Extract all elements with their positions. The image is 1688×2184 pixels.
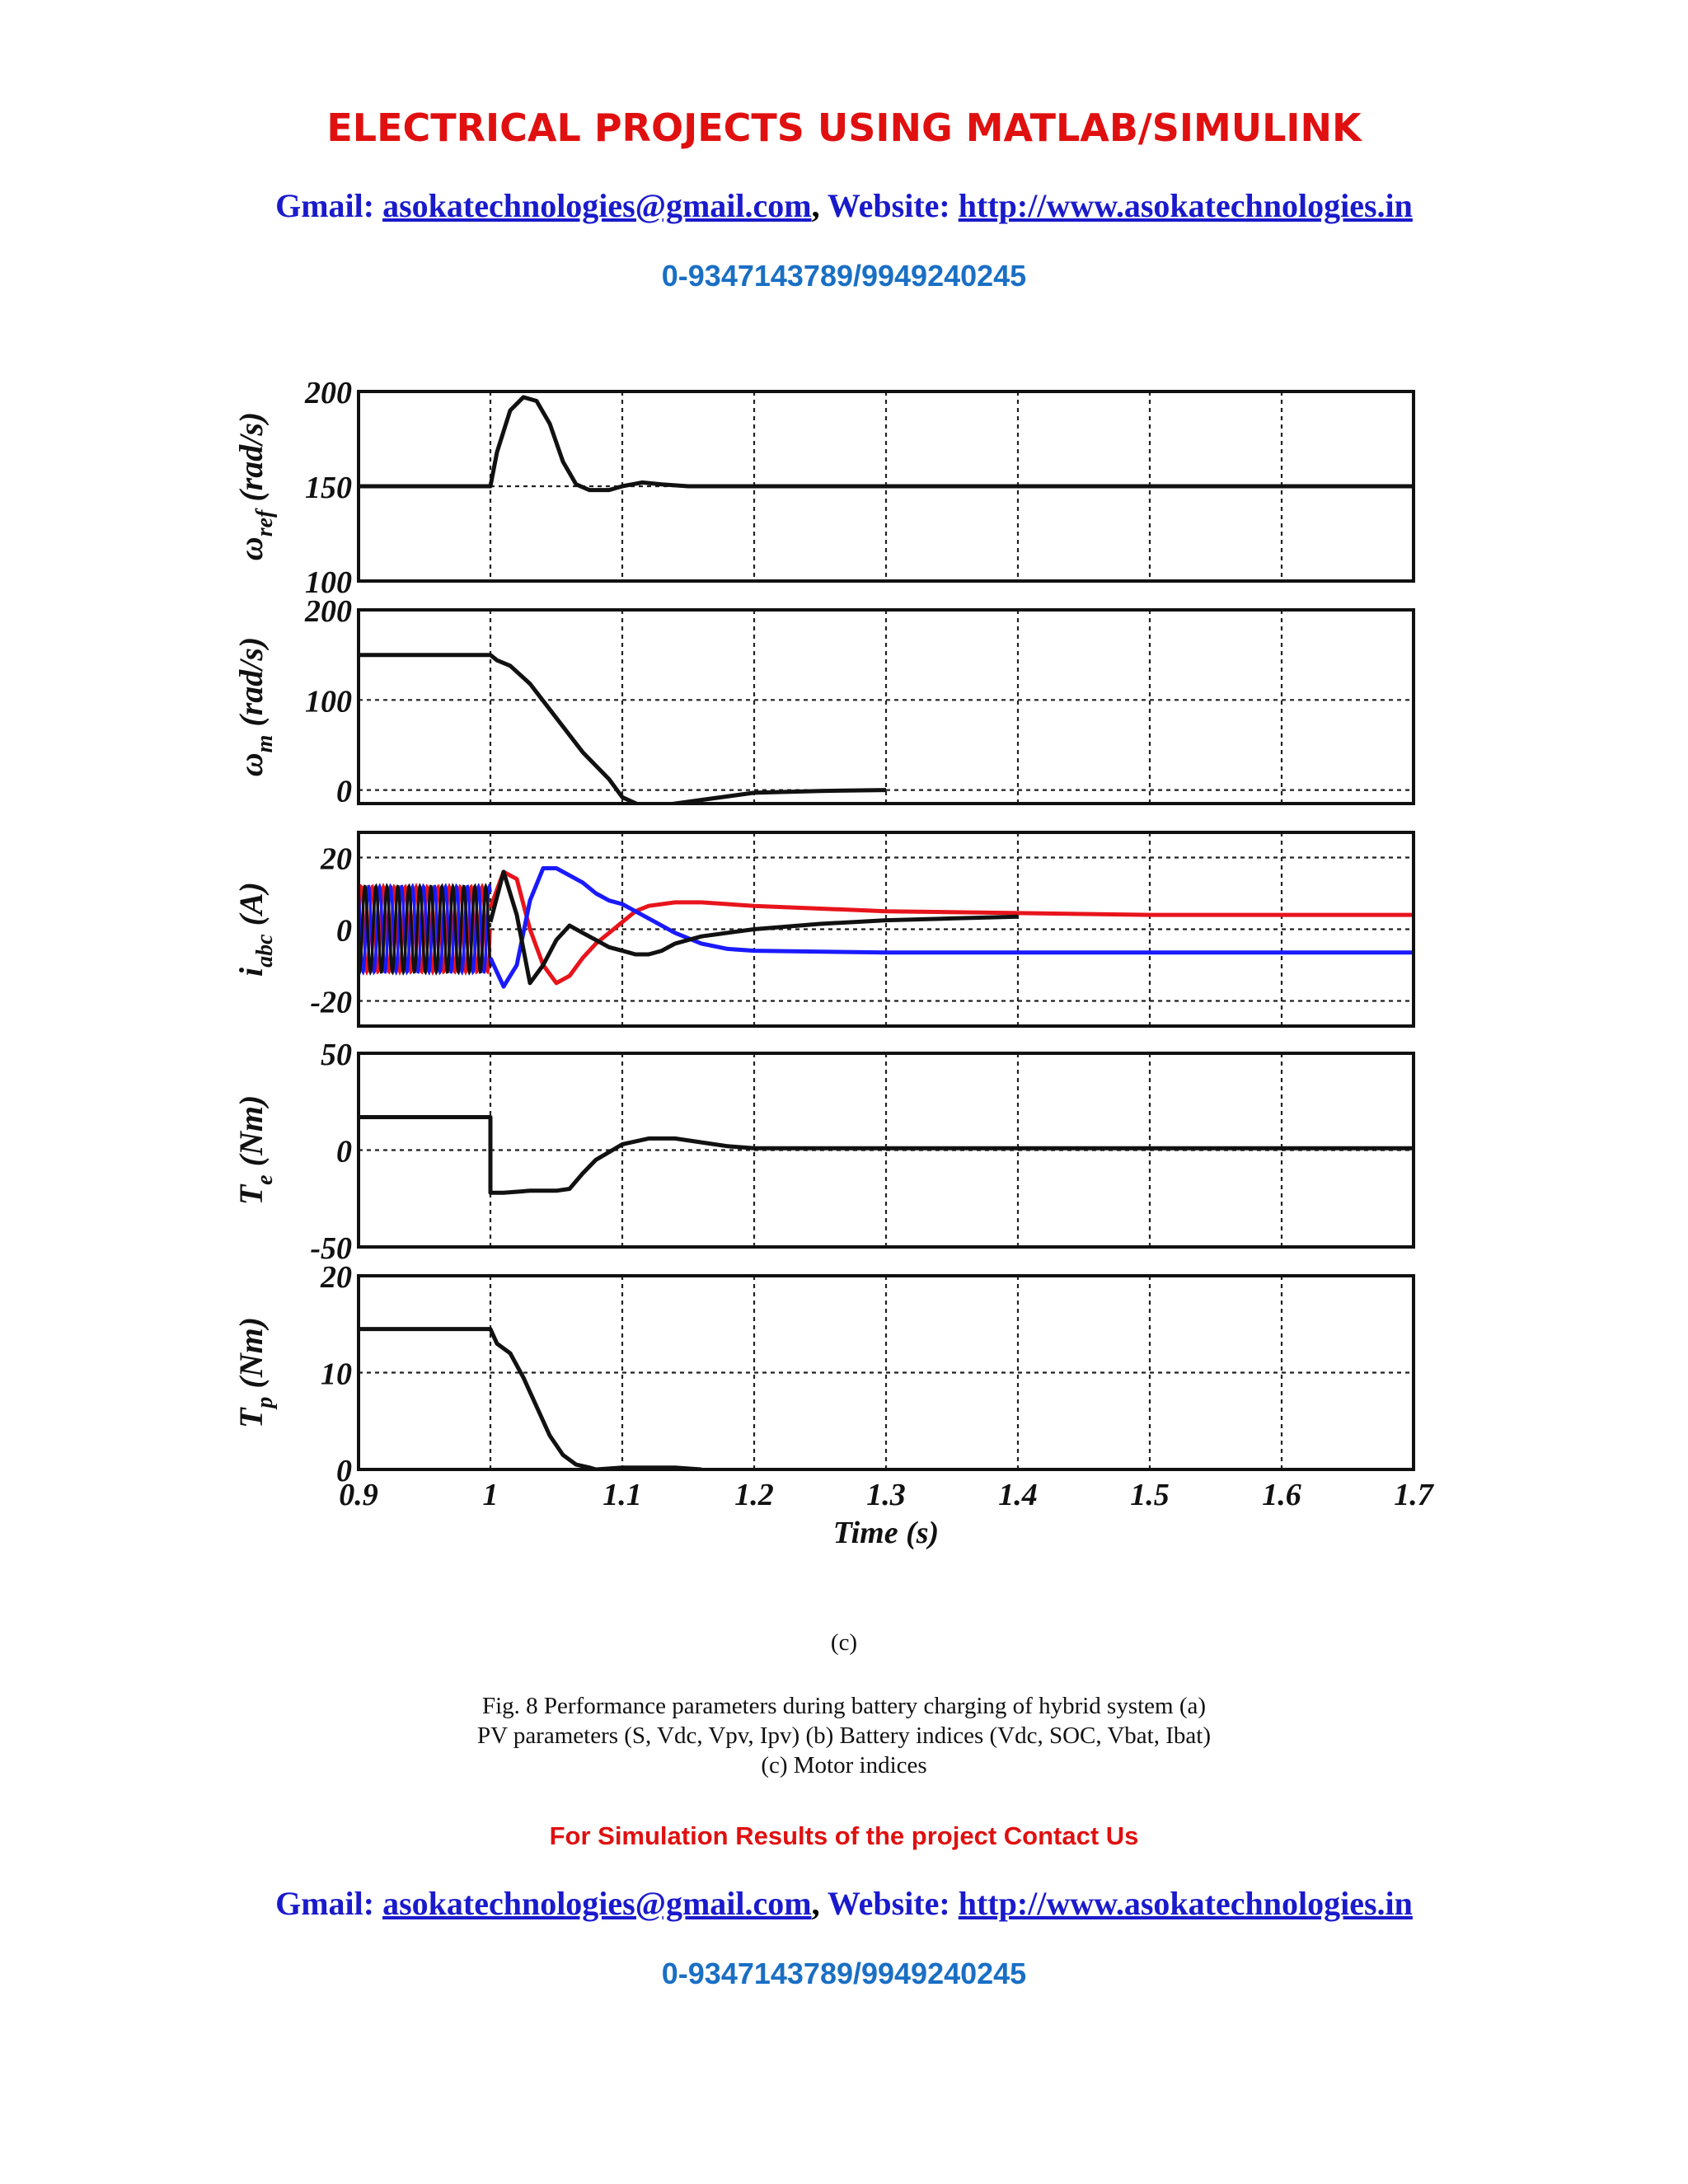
series-group [359, 395, 1414, 493]
email-link[interactable]: asokatechnologies@gmail.com [382, 1885, 812, 1922]
y-axis-label: Te (Nm) [232, 1095, 278, 1206]
x-tick-label: 0.9 [339, 1478, 378, 1512]
series-group [359, 866, 1414, 989]
y-tick-label: 200 [304, 376, 352, 410]
x-tick-label: 1.1 [603, 1478, 642, 1512]
panel-te: -50 0 50 Te (Nm) [232, 1038, 1415, 1266]
x-tick-label: 1.6 [1262, 1478, 1301, 1512]
y-label-unit: (rad/s) [232, 637, 270, 735]
oscillation-trace [359, 883, 492, 976]
y-label-unit: (Nm) [232, 1317, 270, 1397]
y-tick-label: 0 [336, 1454, 352, 1488]
y-tick-label: 0 [336, 914, 352, 949]
website-link[interactable]: http://www.asokatechnologies.in [958, 187, 1413, 224]
y-tick-label: -20 [310, 986, 352, 1020]
series-group [359, 1115, 1414, 1195]
gmail-label: Gmail: [275, 1885, 375, 1922]
email-link[interactable]: asokatechnologies@gmail.com [382, 187, 812, 224]
panel-wm: 0 100 200 ωm (rad/s) [232, 594, 1415, 809]
figure-caption: Fig. 8 Performance parameters during bat… [0, 1691, 1688, 1780]
series-line [359, 1327, 702, 1469]
y-tick-label: 50 [321, 1038, 352, 1072]
x-tick-label: 1.2 [734, 1478, 774, 1512]
contact-cta: For Simulation Results of the project Co… [549, 1821, 1139, 1850]
y-label-main: i [232, 968, 270, 977]
y-label-unit: (A) [232, 882, 270, 934]
y-label-sub: e [252, 1174, 278, 1184]
y-axis-label: ωref (rad/s) [232, 412, 278, 560]
y-tick-label: 0 [336, 775, 352, 809]
y-axis-label: iabc (A) [232, 882, 278, 977]
x-tick-label: 1.5 [1130, 1478, 1170, 1512]
y-tick-label: 10 [321, 1357, 352, 1392]
oscillation-trace [359, 882, 492, 977]
series-group [359, 653, 887, 804]
y-label-unit: (Nm) [232, 1095, 270, 1175]
series-line [488, 869, 1019, 986]
footer-phone: 0-9347143789/9949240245 [661, 1957, 1027, 1990]
website-link[interactable]: http://www.asokatechnologies.in [958, 1885, 1413, 1922]
website-label: Website: [827, 1885, 950, 1922]
y-label-main: ω [232, 752, 270, 776]
y-label-main: T [232, 1407, 270, 1428]
page-title: ELECTRICAL PROJECTS USING MATLAB/SIMULIN… [326, 105, 1362, 150]
oscillation-trace [359, 883, 492, 976]
x-tick-label: 1 [483, 1478, 499, 1512]
panel-frame [357, 1274, 1415, 1471]
y-tick-label: 0 [336, 1135, 352, 1169]
series-line [488, 869, 1414, 986]
website-label: Website: [827, 187, 950, 224]
panel-frame [357, 608, 1415, 805]
panel-frame [357, 390, 1415, 583]
y-tick-label: 150 [305, 471, 352, 505]
footer-contact-line: Gmail: asokatechnologies@gmail.com, Webs… [0, 1884, 1688, 1923]
panel-wref: 100 150 200 ωref (rad/s) [232, 376, 1415, 600]
header-contact-line: Gmail: asokatechnologies@gmail.com, Webs… [0, 186, 1688, 225]
subfigure-label: (c) [830, 1629, 858, 1656]
x-tick-label: 1.4 [998, 1478, 1038, 1512]
y-label-sub: m [252, 735, 278, 753]
y-tick-label: 20 [320, 841, 352, 876]
series-line [359, 1115, 1414, 1195]
x-axis-label: Time (s) [833, 1516, 939, 1550]
panel-frame [357, 831, 1415, 1028]
series-line [488, 866, 1414, 989]
x-tick-label: 1.3 [866, 1478, 906, 1512]
y-tick-label: -50 [310, 1231, 352, 1266]
y-axis-label: Tp (Nm) [232, 1317, 278, 1428]
series-group [359, 1327, 702, 1469]
separator: , [811, 1885, 820, 1922]
caption-line-1: Fig. 8 Performance parameters during bat… [481, 1693, 1207, 1719]
caption-line-2: PV parameters (S, Vdc, Vpv, Ipv) (b) Bat… [477, 1722, 1211, 1749]
y-tick-label: 200 [304, 594, 352, 629]
panel-frame [357, 1052, 1415, 1249]
y-label-main: ω [232, 537, 270, 560]
separator: , [811, 187, 820, 224]
header-phone: 0-9347143789/9949240245 [661, 259, 1027, 293]
series-line [359, 653, 887, 804]
panel-iabc: -20 0 20 iabc (A) [232, 831, 1415, 1028]
x-tick-label: 1.7 [1394, 1478, 1435, 1512]
caption-line-3: (c) Motor indices [761, 1752, 927, 1779]
y-axis-label: ωm (rad/s) [232, 637, 278, 777]
y-label-sub: abc [252, 934, 278, 968]
y-label-unit: (rad/s) [232, 412, 270, 510]
series-line [359, 395, 1414, 493]
gmail-label: Gmail: [275, 187, 375, 224]
y-tick-label: 100 [305, 684, 352, 719]
y-label-main: T [232, 1183, 270, 1205]
panel-tp: 0 10 20 Tp (Nm) [232, 1260, 1415, 1488]
y-label-sub: ref [252, 508, 278, 537]
y-label-sub: p [252, 1397, 278, 1410]
y-tick-label: 100 [305, 565, 352, 600]
y-tick-label: 20 [320, 1260, 352, 1295]
